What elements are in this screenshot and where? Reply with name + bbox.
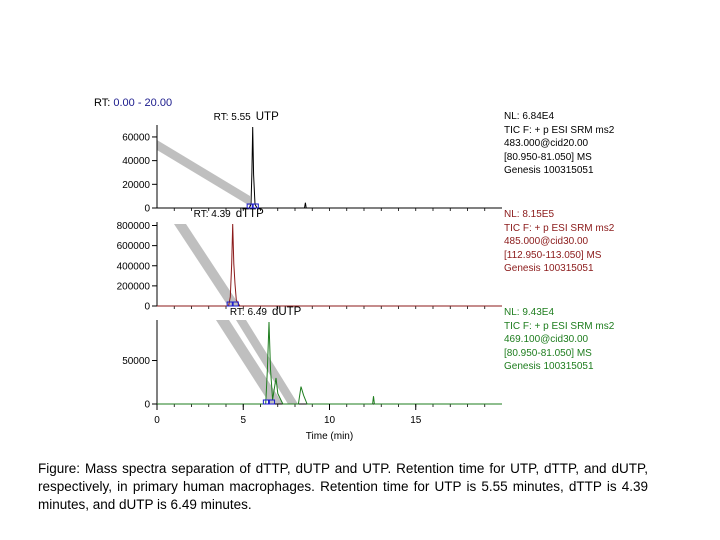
dttp-y-tick-label: 600000 [117, 241, 151, 252]
dutp-peak-marker [262, 399, 270, 405]
dttp-peak-marker [231, 301, 239, 307]
x-tick-label: 15 [410, 415, 422, 426]
x-axis-label: Time (min) [306, 431, 353, 442]
dutp-peak-marker [268, 399, 276, 405]
dttp-y-tick-label: 400000 [117, 261, 151, 272]
figure-caption: Figure: Mass spectra separation of dTTP,… [38, 461, 648, 512]
utp-peak-marker [246, 203, 254, 209]
dutp-rt-label: RT: 6.49 [230, 307, 267, 318]
watermark-band-2 [174, 224, 240, 306]
dutp-info-line2: 469.100@cid30.00 [504, 334, 589, 346]
utp-nl: NL: 6.84E4 [504, 111, 555, 122]
utp-y-tick-label: 0 [144, 204, 150, 215]
x-tick-label: 0 [154, 415, 160, 426]
watermark-band-1 [157, 140, 250, 206]
dutp-info-line4: Genesis 100315051 [504, 361, 594, 373]
dutp-info-line3: [80.950-81.050] MS [504, 347, 592, 359]
dutp-compound-label: dUTP [272, 306, 302, 318]
utp-peak-marker [251, 203, 259, 209]
dttp-info-line4: Genesis 100315051 [504, 263, 594, 275]
dutp-y-tick-label: 50000 [122, 356, 150, 367]
dutp-info: NL: 9.43E4 TIC F: + p ESI SRM ms2 469.10… [504, 306, 614, 374]
dttp-y-tick-label: 200000 [117, 281, 151, 292]
rt-range-label: RT: 0.00 - 20.00 [94, 97, 172, 109]
dutp-y-tick-label: 0 [144, 400, 150, 411]
utp-info-line3: [80.950-81.050] MS [504, 151, 592, 163]
dttp-nl: NL: 8.15E5 [504, 209, 555, 220]
utp-info-line4: Genesis 100315051 [504, 165, 594, 177]
dttp-info-line1: TIC F: + p ESI SRM ms2 [504, 222, 615, 234]
dttp-info-line3: [112.950-113.050] MS [504, 249, 602, 261]
utp-y-tick-label: 60000 [122, 132, 150, 143]
rt-range-value: 0.00 - 20.00 [113, 97, 173, 109]
utp-y-tick-label: 40000 [122, 156, 150, 167]
utp-info-line1: TIC F: + p ESI SRM ms2 [504, 124, 615, 136]
utp-compound-label: UTP [256, 111, 279, 123]
x-tick-label: 5 [240, 415, 246, 426]
dttp-peak-marker [226, 301, 234, 307]
watermark-band-4 [236, 320, 298, 404]
rt-range-prefix: RT: [94, 97, 111, 109]
utp-info: NL: 6.84E4 TIC F: + p ESI SRM ms2 483.00… [504, 110, 614, 178]
utp-trace [157, 126, 502, 209]
dttp-info-line2: 485.000@cid30.00 [504, 236, 589, 248]
dttp-compound-label: dTTP [236, 208, 264, 220]
dttp-y-tick-label: 0 [144, 302, 150, 313]
dttp-info: NL: 8.15E5 TIC F: + p ESI SRM ms2 485.00… [504, 208, 614, 276]
utp-rt-label: RT: 5.55 [214, 112, 251, 123]
dttp-y-tick-label: 800000 [117, 221, 151, 232]
chromatogram-chart: 0 20000 40000 60000 RT: 5.55 UTP 0 200000 400000… [117, 111, 502, 442]
dutp-info-line1: TIC F: + p ESI SRM ms2 [504, 320, 615, 332]
dutp-nl: NL: 9.43E4 [504, 307, 555, 318]
utp-info-line2: 483.000@cid20.00 [504, 138, 589, 150]
dttp-rt-label: RT: 4.39 [194, 209, 231, 220]
x-tick-label: 10 [324, 415, 336, 426]
utp-y-tick-label: 20000 [122, 180, 150, 191]
dutp-trace [157, 321, 502, 405]
